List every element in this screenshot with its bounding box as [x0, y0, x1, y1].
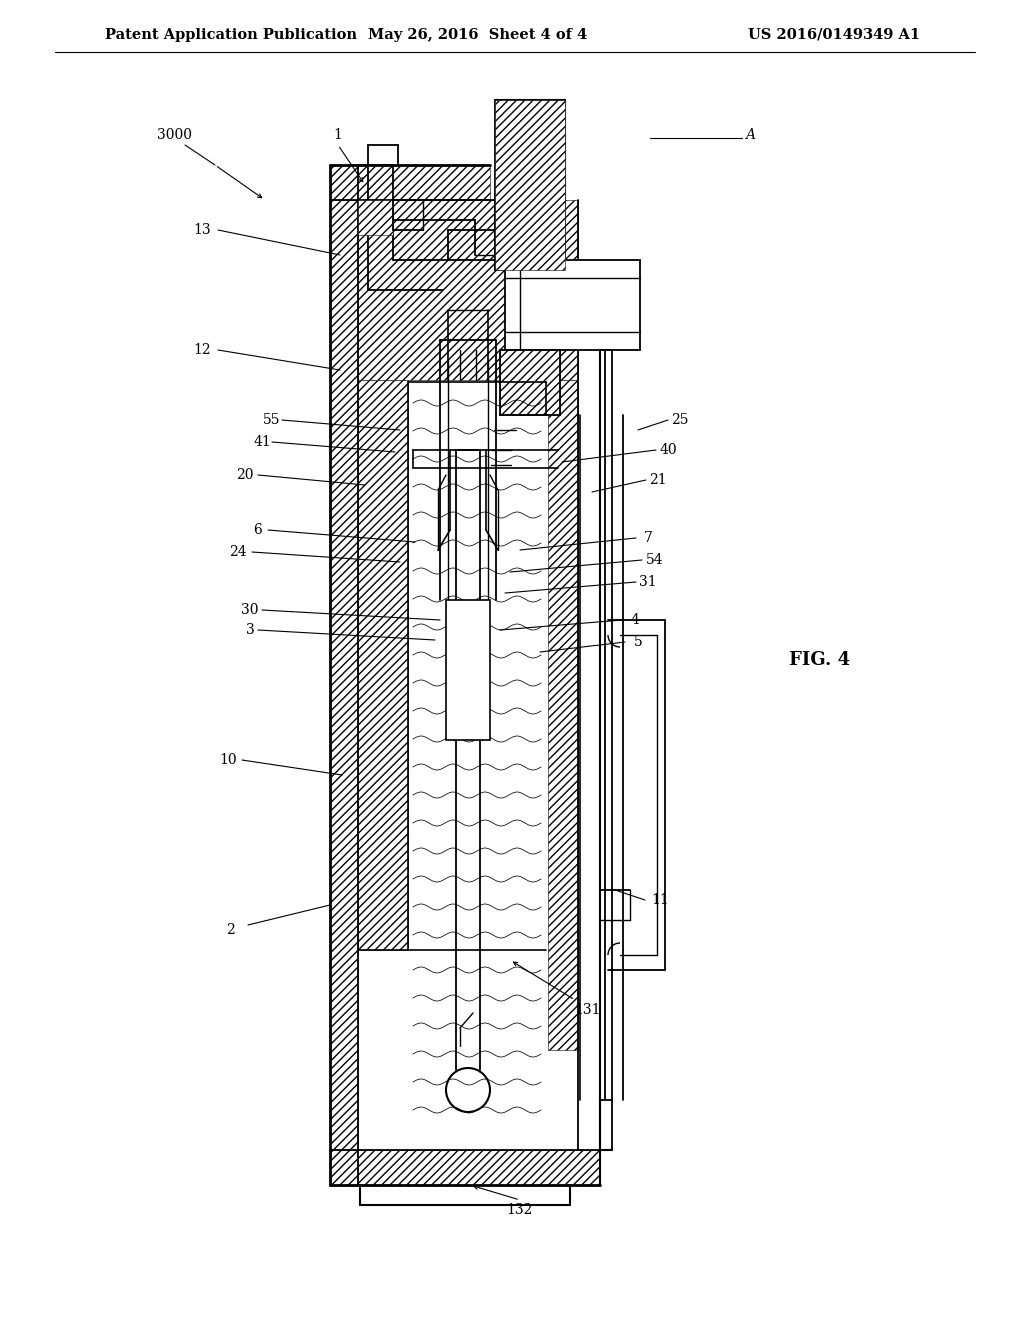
Text: 25: 25 — [672, 413, 689, 426]
Text: 1: 1 — [334, 128, 342, 143]
Text: 31: 31 — [639, 576, 656, 589]
Bar — [505, 260, 640, 350]
Bar — [446, 601, 490, 741]
Bar — [500, 350, 560, 414]
Text: Patent Application Publication: Patent Application Publication — [105, 28, 357, 42]
Bar — [548, 380, 578, 1049]
Text: FIG. 4: FIG. 4 — [790, 651, 851, 669]
Text: 10: 10 — [219, 752, 237, 767]
Text: 40: 40 — [659, 444, 677, 457]
Text: US 2016/0149349 A1: US 2016/0149349 A1 — [748, 28, 920, 42]
Bar — [330, 165, 358, 1185]
Text: 30: 30 — [242, 603, 259, 616]
Bar — [330, 1150, 600, 1185]
Text: 6: 6 — [254, 523, 262, 537]
Bar — [358, 380, 408, 950]
Text: 55: 55 — [263, 413, 281, 426]
Text: 3000: 3000 — [158, 128, 193, 143]
Text: 3: 3 — [246, 623, 254, 638]
Text: A: A — [745, 128, 755, 143]
Bar — [495, 100, 565, 271]
Text: 13: 13 — [194, 223, 211, 238]
Text: 2: 2 — [225, 923, 234, 937]
Text: 11: 11 — [651, 894, 669, 907]
Text: 24: 24 — [229, 545, 247, 558]
Text: 7: 7 — [643, 531, 652, 545]
Bar — [330, 165, 490, 201]
Text: 131: 131 — [574, 1003, 601, 1016]
Bar — [358, 201, 578, 380]
Text: 4: 4 — [631, 612, 639, 627]
Text: 21: 21 — [649, 473, 667, 487]
Text: 41: 41 — [253, 436, 271, 449]
Text: 5: 5 — [634, 635, 642, 649]
Text: 12: 12 — [194, 343, 211, 356]
Text: May 26, 2016  Sheet 4 of 4: May 26, 2016 Sheet 4 of 4 — [369, 28, 588, 42]
Text: 54: 54 — [646, 553, 664, 568]
Text: 20: 20 — [237, 469, 254, 482]
Bar — [358, 201, 393, 235]
Text: 132: 132 — [507, 1203, 534, 1217]
